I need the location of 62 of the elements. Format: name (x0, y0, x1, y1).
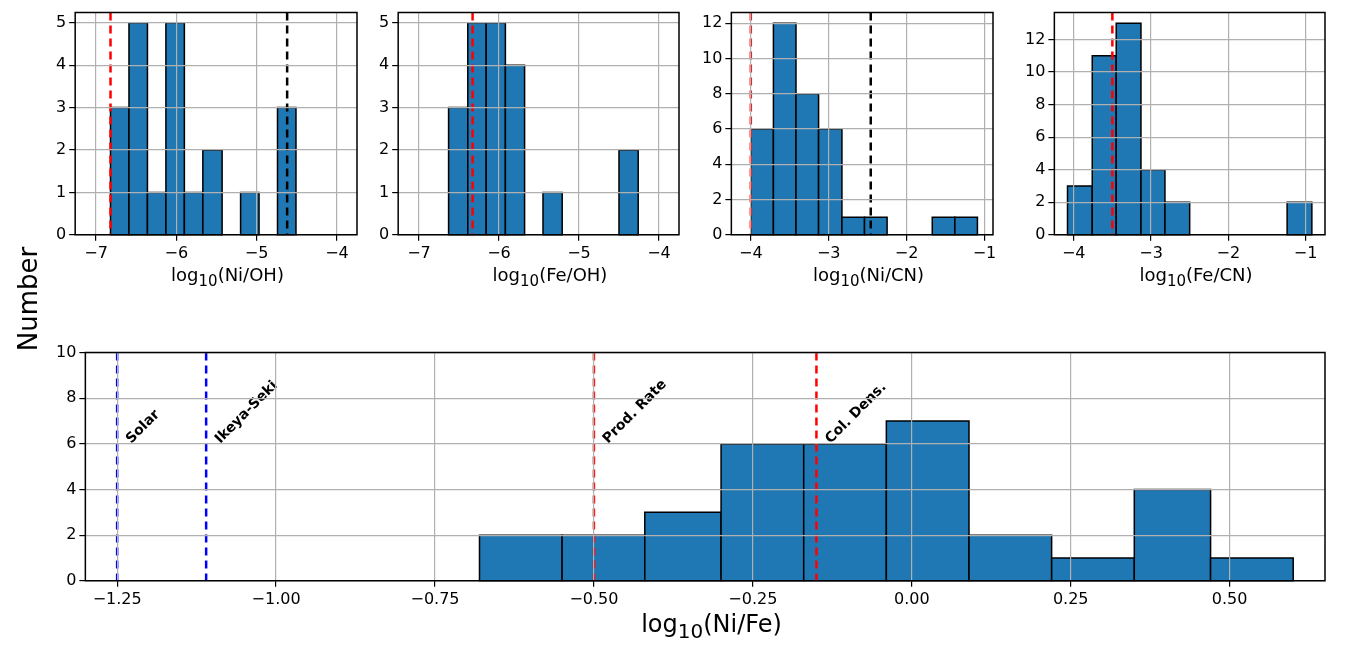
x-tick-label: −7 (84, 242, 108, 262)
y-axis-title: Number (13, 245, 43, 354)
y-tick-label: 0 (712, 223, 723, 243)
x-tick-label: −0.50 (569, 588, 619, 608)
y-tick-label: 8 (712, 82, 723, 102)
y-tick-label: 5 (378, 11, 390, 31)
y-tick-label: 4 (378, 54, 390, 74)
y-tick-label: 2 (1035, 191, 1046, 211)
x-tick-label: −5 (567, 242, 591, 262)
y-tick-label: 5 (55, 11, 67, 31)
x-tick-label: −0.75 (410, 588, 460, 608)
y-tick-label: 2 (55, 139, 67, 159)
x-tick-label: −3 (816, 242, 841, 262)
x-tick-label: −4 (739, 242, 763, 262)
x-axis-title: log$_{10}$(Ni/CN) (811, 264, 926, 290)
y-tick-label: 3 (55, 96, 67, 116)
y-tick-label: 10 (56, 341, 77, 361)
y-tick-label: 4 (66, 478, 77, 498)
y-tick-label: 6 (66, 433, 77, 453)
y-tick-label: 0 (66, 569, 77, 589)
y-tick-label: 6 (712, 118, 723, 138)
y-tick-label: 3 (378, 96, 390, 116)
x-tick-label: −1 (972, 242, 997, 262)
x-tick-label: −1 (1293, 242, 1318, 262)
y-tick-label: 8 (1035, 93, 1046, 113)
x-tick-label: −1.00 (251, 588, 301, 608)
x-tick-label: 0.50 (1211, 588, 1248, 608)
y-tick-label: 6 (1035, 126, 1046, 146)
x-tick-label: 0.25 (1052, 588, 1089, 608)
y-tick-label: 4 (1035, 158, 1046, 178)
x-tick-label: −0.25 (728, 588, 778, 608)
y-tick-label: 1 (378, 181, 390, 201)
x-axis-title: log$_{10}$(Ni/OH) (170, 264, 285, 290)
x-axis-title: log$_{10}$(Fe/OH) (491, 264, 609, 290)
x-tick-label: −7 (407, 242, 431, 262)
y-tick-label: 0 (378, 223, 390, 243)
y-tick-label: 2 (66, 524, 77, 544)
y-tick-label: 8 (66, 387, 77, 407)
x-tick-label: −4 (647, 242, 671, 262)
x-tick-label: −4 (1061, 242, 1086, 262)
x-axis-title: log$_{10}$(Ni/Fe) (640, 610, 783, 643)
x-tick-label: −4 (325, 242, 349, 262)
x-tick-label: 0.00 (893, 588, 930, 608)
y-tick-label: 4 (712, 153, 723, 173)
y-tick-label: 2 (712, 188, 723, 208)
y-tick-label: 4 (55, 54, 67, 74)
y-tick-label: 10 (702, 47, 723, 67)
x-tick-label: −5 (244, 242, 269, 262)
y-tick-label: 10 (1025, 61, 1046, 81)
y-tick-label: 2 (378, 139, 390, 159)
x-tick-label: −2 (1216, 242, 1241, 262)
x-tick-label: −6 (164, 242, 189, 262)
y-tick-label: 0 (55, 223, 67, 243)
x-tick-label: −1.25 (92, 588, 142, 608)
y-tick-label: 1 (55, 181, 67, 201)
x-axis-title: log$_{10}$(Fe/CN) (1138, 264, 1254, 290)
y-tick-label: 0 (1035, 223, 1046, 243)
x-tick-label: −2 (894, 242, 919, 262)
y-tick-label: 12 (702, 12, 723, 32)
y-tick-label: 12 (1025, 28, 1046, 48)
x-tick-label: −6 (487, 242, 511, 262)
x-tick-label: −3 (1139, 242, 1163, 262)
